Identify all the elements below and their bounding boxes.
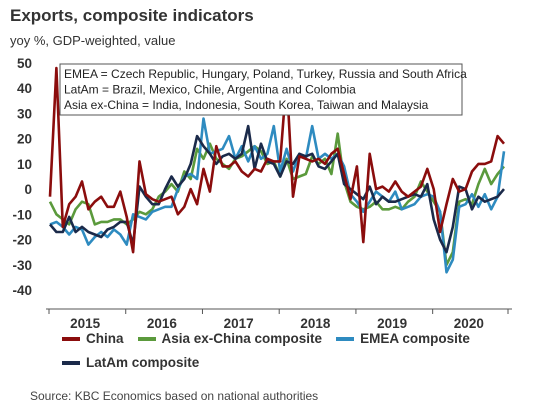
y-tick-label: 30 <box>17 106 32 121</box>
legend-swatch <box>62 336 80 341</box>
legend-label: China <box>86 331 124 346</box>
x-tick-label: 2016 <box>147 316 178 330</box>
x-tick-label: 2018 <box>300 316 331 330</box>
x-tick-label: 2017 <box>224 316 254 330</box>
legend-swatch <box>137 336 156 341</box>
legend-item: Asia ex-China composite <box>137 331 323 346</box>
annotation-line: EMEA = Czech Republic, Hungary, Poland, … <box>64 67 467 81</box>
source-note: Source: KBC Economics based on national … <box>30 389 319 403</box>
series-line-latam-composite <box>49 124 505 254</box>
legend-swatch <box>336 336 355 341</box>
series-line-china <box>48 66 505 254</box>
annotation-line: Asia ex-China = India, Indonesia, South … <box>64 98 429 112</box>
legend-row-2: LatAm composite <box>62 355 213 370</box>
y-tick-label: -30 <box>12 258 32 273</box>
series-lines <box>48 66 506 274</box>
legend-swatch <box>62 360 80 365</box>
y-tick-label: 20 <box>17 132 32 147</box>
y-tick-label: -40 <box>12 283 32 298</box>
legend-label: EMEA composite <box>360 331 470 346</box>
legend-item: China <box>62 331 124 346</box>
x-tick-label: 2020 <box>454 316 484 330</box>
y-axis: -40 -30 -20 -10 0 10 20 30 40 50 <box>12 56 32 298</box>
legend-item: LatAm composite <box>62 355 199 370</box>
y-tick-label: 10 <box>17 157 32 172</box>
y-tick-label: -20 <box>12 233 32 248</box>
chart-title: Exports, composite indicators <box>10 6 254 25</box>
annotation-line: LatAm = Brazil, Mexico, Chile, Argentina… <box>64 83 356 97</box>
annotation-box: EMEA = Czech Republic, Hungary, Poland, … <box>59 63 467 116</box>
plot-area: -40 -30 -20 -10 0 10 20 30 40 50 2015 2016 2017 2018… <box>12 56 512 330</box>
y-tick-label: 0 <box>24 182 32 197</box>
legend-label: Asia ex-China composite <box>161 331 323 346</box>
legend-item: EMEA composite <box>336 331 470 346</box>
y-tick-label: 40 <box>17 81 32 96</box>
legend-label: LatAm composite <box>86 355 200 370</box>
legend: China Asia ex-China composite EMEA composi… <box>62 331 484 346</box>
x-axis: 2015 2016 2017 2018 2019 2020 <box>46 308 512 330</box>
y-tick-label: -10 <box>12 207 32 222</box>
chart-subtitle: yoy %, GDP-weighted, value <box>10 33 176 48</box>
y-tick-label: 50 <box>17 56 32 71</box>
x-tick-label: 2015 <box>70 316 101 330</box>
annotation-frame <box>59 63 463 116</box>
x-tick-label: 2019 <box>377 316 407 330</box>
